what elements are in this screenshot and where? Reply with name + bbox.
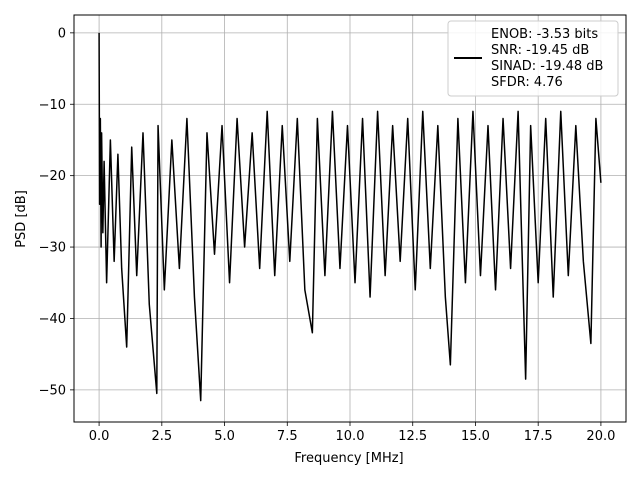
series-layer	[98, 32, 602, 402]
x-axis-label: Frequency [MHz]	[294, 451, 403, 466]
y-tick-label: −50	[39, 383, 66, 398]
legend-entry-line: ENOB: -3.53 bits	[491, 27, 598, 42]
x-tick-label: 12.5	[398, 429, 427, 444]
legend-entry-line: SNR: -19.45 dB	[491, 43, 589, 58]
legend-entry-line: SFDR: 4.76	[491, 75, 563, 90]
x-tick-label: 10.0	[336, 429, 365, 444]
x-axis-ticks: 0.0 2.5 5.0 7.5 10.0 12.5 15.0 17.5 20.0	[89, 422, 615, 444]
x-tick-label: 15.0	[461, 429, 490, 444]
y-tick-label: −20	[39, 169, 66, 184]
legend-entry-line: SINAD: -19.48 dB	[491, 59, 603, 74]
x-tick-label: 7.5	[277, 429, 298, 444]
x-tick-label: 17.5	[524, 429, 553, 444]
y-axis-label: PSD [dB]	[14, 190, 29, 248]
y-tick-label: −40	[39, 312, 66, 327]
y-tick-label: 0	[58, 26, 66, 41]
x-tick-label: 0.0	[89, 429, 110, 444]
y-axis-ticks: 0 −10 −20 −30 −40 −50	[39, 26, 74, 398]
x-tick-label: 2.5	[151, 429, 172, 444]
y-tick-label: −30	[39, 241, 66, 256]
x-tick-label: 5.0	[214, 429, 235, 444]
y-tick-label: −10	[39, 98, 66, 113]
legend-box	[447, 20, 619, 97]
series-line	[98, 32, 602, 402]
x-tick-label: 20.0	[586, 429, 615, 444]
